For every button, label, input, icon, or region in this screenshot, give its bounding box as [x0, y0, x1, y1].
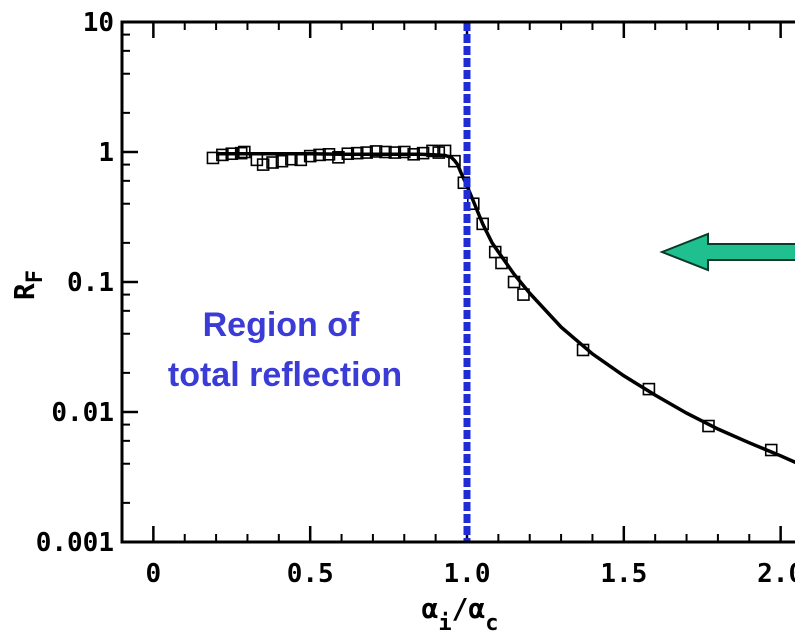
x-tick-label: 1.5: [600, 559, 647, 589]
data-point: [294, 153, 308, 167]
data-point: [216, 148, 229, 162]
data-point: [517, 288, 530, 301]
data-point: [341, 147, 355, 161]
y-axis-label-sub: F: [23, 270, 48, 283]
data-point: [369, 145, 383, 158]
data-point: [576, 343, 590, 357]
y-tick-label: 1: [98, 138, 114, 168]
y-tick-label: 0.001: [36, 528, 114, 558]
x-axis-label-main: α: [421, 592, 438, 625]
data-point: [206, 151, 220, 165]
data-point: [256, 158, 270, 171]
y-axis-label-main: R: [8, 283, 41, 300]
left-arrow-icon: [659, 232, 795, 272]
data-point: [360, 146, 373, 159]
svg-text:αi/αc: αi/αc: [421, 592, 498, 636]
x-tick-label: 2.0: [757, 559, 795, 589]
y-tick-label: 0.01: [51, 398, 114, 428]
x-axis-label-sub-i: i: [438, 611, 451, 636]
data-point: [313, 148, 326, 162]
x-tick-label: 0: [146, 559, 162, 589]
data-point: [225, 147, 239, 161]
data-point: [266, 156, 279, 169]
data-point: [642, 382, 656, 396]
x-tick-label: 0.5: [287, 559, 334, 589]
data-point: [438, 144, 452, 158]
data-point: [285, 152, 298, 166]
annotation-text: Region of total reflection: [168, 306, 402, 394]
data-point: [379, 145, 392, 159]
data-point: [322, 148, 336, 161]
plot-frame: [120, 20, 795, 544]
x-gridticks: 0 0.5 1.0 1.5 2.0: [121, 22, 795, 589]
data-point: [303, 149, 317, 163]
data-point: [275, 154, 289, 168]
data-point: [234, 146, 248, 160]
data-point: [495, 256, 508, 270]
data-point: [238, 145, 251, 159]
data-point: [764, 443, 778, 457]
svg-text:RF: RF: [8, 270, 48, 300]
data-point: [332, 151, 345, 164]
y-tick-label: 0.1: [67, 268, 114, 298]
data-point: [476, 217, 489, 231]
x-axis-label: αi/αc: [421, 592, 498, 636]
data-point: [407, 148, 420, 161]
data-point: [448, 154, 461, 168]
data-point-layer: [206, 144, 778, 457]
data-point: [702, 419, 715, 433]
x-axis-label-sub-c: c: [485, 611, 498, 636]
data-point: [388, 146, 402, 159]
y-axis-label: RF: [8, 270, 48, 300]
data-point: [350, 146, 364, 160]
y-gridticks: 10 1 0.1 0.01 0.001: [36, 8, 138, 558]
data-point: [397, 145, 411, 159]
x-tick-label: 1.0: [444, 559, 491, 589]
annotation-line-2: total reflection: [168, 356, 402, 394]
y-tick-label: 10: [83, 8, 114, 38]
data-point: [507, 275, 521, 289]
x-axis-label-sep: /α: [452, 592, 486, 625]
data-point: [416, 146, 430, 160]
annotation-line-1: Region of: [203, 306, 360, 344]
